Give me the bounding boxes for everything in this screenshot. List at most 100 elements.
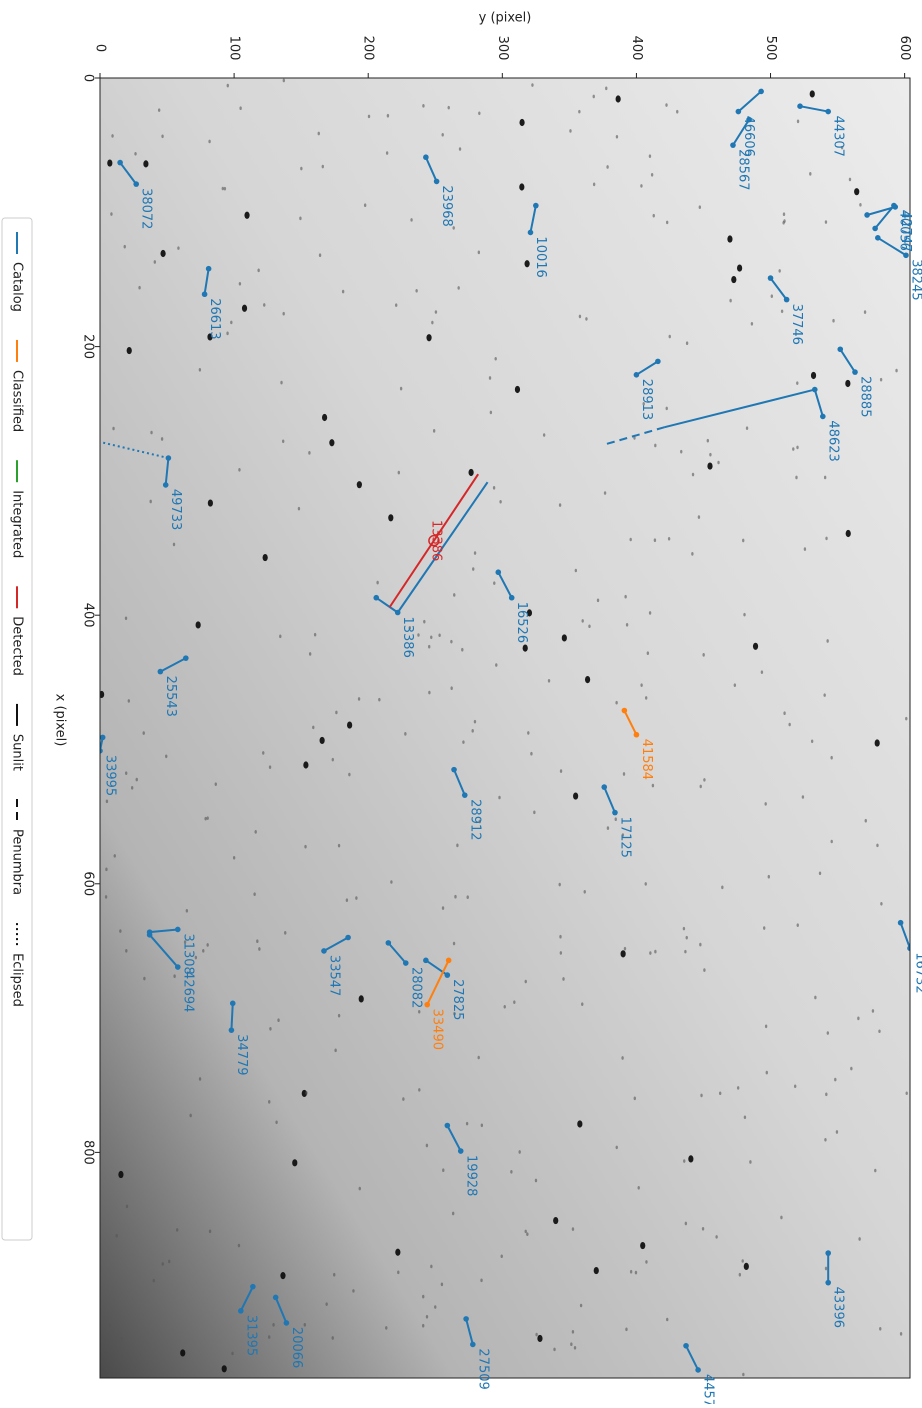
star <box>597 599 599 603</box>
star <box>604 491 606 495</box>
star <box>525 1230 527 1234</box>
legend-label: Sunlit <box>10 734 25 771</box>
star <box>819 871 821 875</box>
star <box>282 440 284 444</box>
star <box>683 927 685 931</box>
star <box>857 1017 859 1021</box>
track-end <box>202 291 208 297</box>
star <box>731 276 736 283</box>
star <box>422 1324 424 1328</box>
star <box>606 165 608 169</box>
track-end <box>403 960 409 966</box>
star <box>111 134 113 138</box>
star <box>826 639 828 643</box>
track-label: 26613 <box>207 298 222 339</box>
star <box>513 1000 515 1004</box>
track-end <box>206 266 212 272</box>
star <box>268 1100 270 1104</box>
track-label: 42694 <box>180 971 195 1012</box>
track-label: 10016 <box>533 236 548 277</box>
star <box>616 135 618 139</box>
star <box>378 698 380 702</box>
star <box>318 132 320 136</box>
star <box>244 212 249 219</box>
star <box>397 1271 399 1275</box>
star <box>160 250 165 257</box>
track-label: 46606 <box>741 116 756 157</box>
star <box>625 1328 627 1332</box>
track-end <box>345 935 351 941</box>
track-end <box>451 767 457 773</box>
star <box>525 980 527 984</box>
star <box>742 1259 744 1263</box>
track-label: 27825 <box>450 979 465 1020</box>
star <box>854 188 859 195</box>
star <box>519 119 524 126</box>
star <box>778 269 780 273</box>
star <box>832 319 834 323</box>
star <box>209 1230 211 1234</box>
star <box>459 147 461 151</box>
star <box>134 152 136 156</box>
track-end <box>133 181 139 187</box>
star <box>753 643 758 650</box>
track-label: 23968 <box>439 185 454 226</box>
track-label: 33995 <box>103 755 118 796</box>
star <box>510 1170 512 1174</box>
star <box>580 1304 582 1308</box>
track-end <box>825 1280 831 1286</box>
track-label: 44307 <box>831 116 846 157</box>
star <box>226 332 228 336</box>
star <box>621 950 626 957</box>
star <box>395 1249 400 1256</box>
star <box>435 310 437 314</box>
star <box>744 1116 746 1120</box>
star <box>649 951 651 955</box>
star <box>450 640 452 644</box>
star <box>872 1009 874 1013</box>
track-end <box>683 1343 689 1349</box>
star <box>320 737 325 744</box>
track-end <box>768 275 774 281</box>
track-end <box>533 203 539 209</box>
star <box>257 269 259 273</box>
star <box>560 769 562 773</box>
star <box>761 670 763 674</box>
star <box>308 451 310 455</box>
star <box>717 461 719 465</box>
star <box>763 926 765 930</box>
star <box>703 968 705 972</box>
track-end <box>820 414 826 420</box>
star <box>575 569 577 573</box>
track-label: 17125 <box>617 817 632 858</box>
star <box>355 896 357 900</box>
star <box>880 378 882 382</box>
star <box>454 895 456 899</box>
star <box>666 1318 668 1322</box>
star <box>685 1222 687 1226</box>
star <box>268 1335 270 1339</box>
star <box>640 1242 645 1249</box>
star <box>202 949 204 953</box>
legend-label: Catalog <box>10 262 25 312</box>
star <box>433 429 435 433</box>
star <box>824 1138 826 1142</box>
star <box>131 786 133 790</box>
star <box>480 1279 482 1283</box>
star <box>559 935 561 939</box>
star <box>418 1088 420 1092</box>
track-end <box>163 482 169 488</box>
star <box>283 79 285 83</box>
star <box>530 752 532 756</box>
star <box>332 1336 334 1340</box>
track-end <box>837 346 843 352</box>
star <box>665 103 667 107</box>
star <box>418 1010 420 1014</box>
image <box>100 78 910 1378</box>
star <box>825 1267 827 1271</box>
star <box>831 840 833 844</box>
track-end <box>175 927 181 933</box>
star <box>153 1279 155 1283</box>
star <box>478 111 480 115</box>
star <box>415 289 417 293</box>
